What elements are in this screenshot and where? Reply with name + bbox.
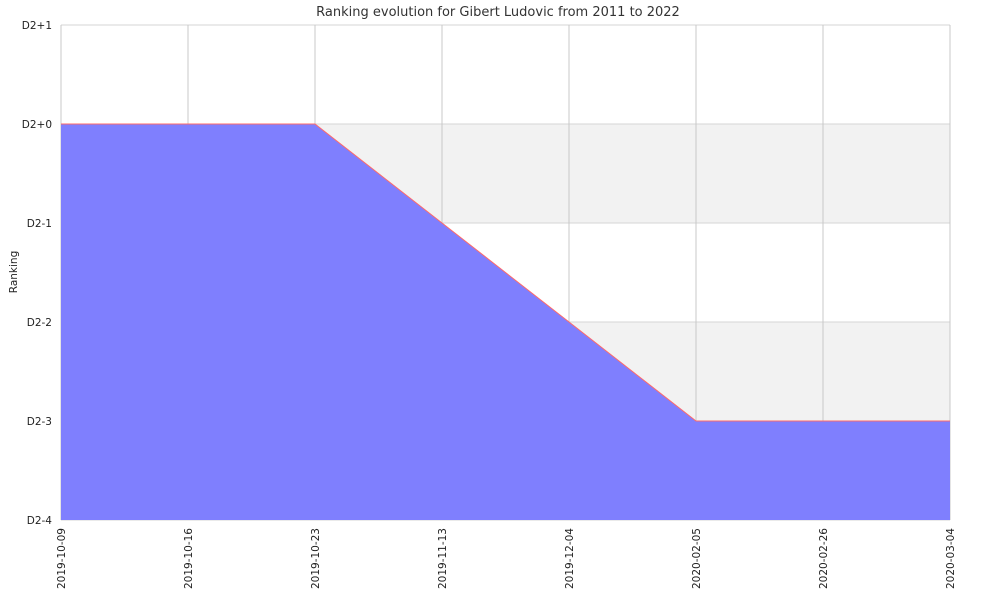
y-tick-label: D2+1 xyxy=(22,20,52,32)
background-band xyxy=(61,25,950,124)
y-axis: D2+1 D2+0 D2-1 D2-2 D2-3 D2-4 xyxy=(22,20,53,527)
chart-title: Ranking evolution for Gibert Ludovic fro… xyxy=(316,5,680,20)
y-tick-label: D2+0 xyxy=(22,119,52,131)
series-area xyxy=(61,123,950,520)
x-tick-label: 2019-10-09 xyxy=(56,528,68,589)
x-tick-label: 2020-03-04 xyxy=(945,528,957,589)
y-tick-label: D2-1 xyxy=(27,218,52,230)
series-line xyxy=(61,123,950,422)
x-tick-label: 2020-02-26 xyxy=(818,528,830,589)
y-tick-label: D2-4 xyxy=(27,515,53,527)
x-tick-label: 2019-10-23 xyxy=(310,528,322,589)
x-tick-label: 2020-02-05 xyxy=(691,528,703,589)
x-tick-label: 2019-10-16 xyxy=(183,528,195,589)
x-tick-label: 2019-11-13 xyxy=(437,528,449,589)
x-tick-label: 2019-12-04 xyxy=(564,528,576,589)
y-tick-label: D2-3 xyxy=(27,416,52,428)
y-axis-label: Ranking xyxy=(8,251,20,293)
y-tick-label: D2-2 xyxy=(27,317,52,329)
x-axis: 2019-10-09 2019-10-16 2019-10-23 2019-11-13… xyxy=(56,528,957,589)
